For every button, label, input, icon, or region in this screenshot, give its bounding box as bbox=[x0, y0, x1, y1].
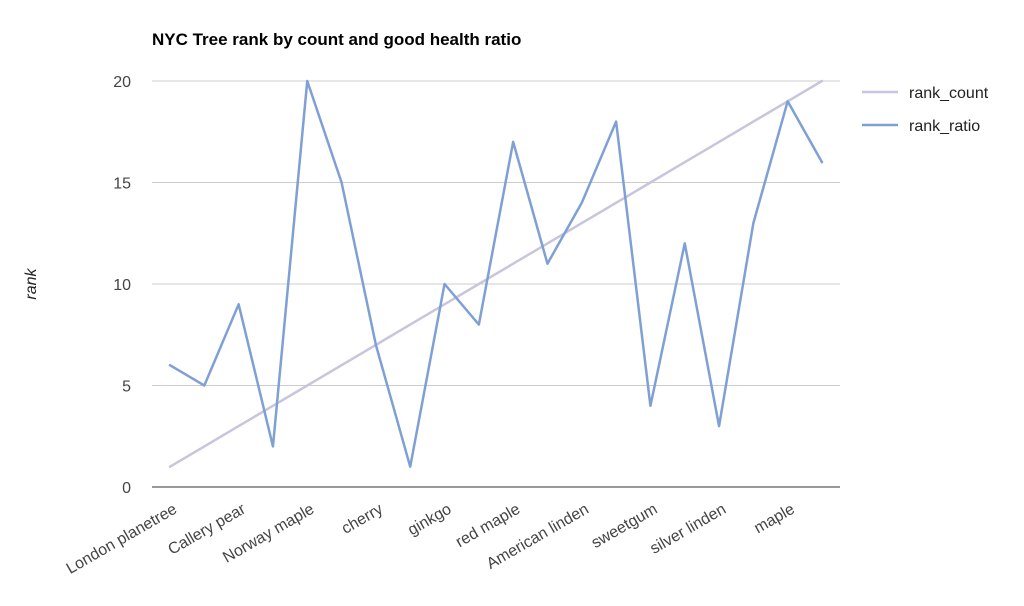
y-tick-label-20: 20 bbox=[113, 74, 131, 91]
y-axis-title: rank bbox=[23, 267, 40, 299]
legend-label-rank-ratio: rank_ratio bbox=[909, 118, 980, 135]
x-tick-label-london-planetree: London planetree bbox=[64, 501, 180, 578]
chart-title: NYC Tree rank by count and good health r… bbox=[152, 30, 521, 49]
x-tick-label-cherry: cherry bbox=[339, 501, 386, 538]
y-tick-label-10: 10 bbox=[113, 277, 131, 294]
series-line-rank-count bbox=[168, 79, 824, 468]
x-tick-label-maple: maple bbox=[751, 501, 797, 538]
legend-label-rank-count: rank_count bbox=[909, 85, 989, 102]
x-tick-label-ginkgo: ginkgo bbox=[405, 501, 454, 539]
y-tick-label-0: 0 bbox=[122, 480, 131, 497]
y-tick-label-5: 5 bbox=[122, 379, 131, 396]
y-tick-label-15: 15 bbox=[113, 176, 131, 193]
series-line-rank-ratio bbox=[168, 79, 824, 468]
x-tick-label-silver-linden: silver linden bbox=[647, 501, 729, 558]
series-lines bbox=[168, 79, 824, 468]
legend: rank_count rank_ratio bbox=[862, 85, 989, 135]
y-axis-ticks: 0 5 10 15 20 bbox=[113, 74, 131, 497]
